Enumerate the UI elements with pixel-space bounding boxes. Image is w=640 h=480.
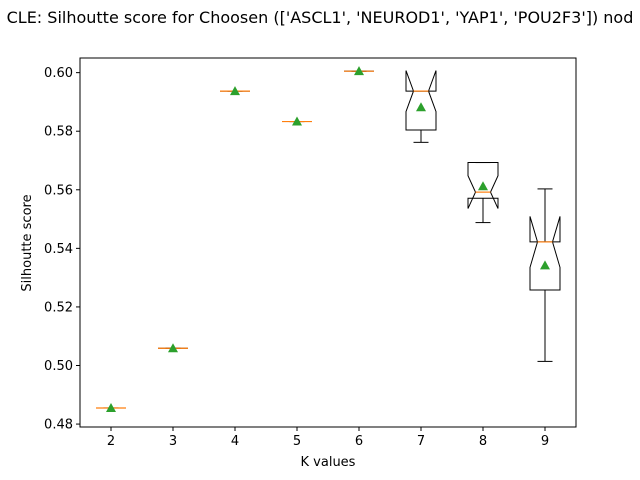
y-axis-label: Silhoutte score [20, 194, 35, 291]
y-tick-label: 0.60 [44, 66, 73, 81]
x-tick-label: 6 [355, 434, 363, 449]
x-tick-label: 9 [541, 434, 549, 449]
box-body [405, 70, 437, 131]
box-body [467, 162, 499, 209]
x-tick-label: 7 [417, 434, 425, 449]
mean-marker [106, 402, 116, 412]
y-tick-label: 0.52 [44, 300, 73, 315]
chart-title: CLE: Silhoutte score for Choosen (['ASCL… [7, 8, 634, 27]
x-tick-label: 3 [169, 434, 177, 449]
box-k6 [344, 66, 374, 76]
y-tick-label: 0.56 [44, 183, 73, 198]
mean-marker [354, 66, 364, 76]
x-tick-label: 8 [479, 434, 487, 449]
mean-marker [292, 116, 302, 126]
box-k3 [158, 343, 188, 353]
mean-marker [478, 181, 488, 191]
plot-frame [79, 57, 577, 428]
x-axis-label: K values [301, 455, 356, 470]
box-k5 [282, 116, 312, 126]
box-k4 [220, 86, 250, 96]
y-tick-label: 0.54 [44, 242, 73, 257]
y-tick-label: 0.58 [44, 125, 73, 140]
mean-marker [540, 260, 550, 270]
y-tick-label: 0.48 [44, 418, 73, 433]
plot-area [96, 66, 561, 412]
mean-marker [416, 102, 426, 112]
y-tick-label: 0.50 [44, 359, 73, 374]
box-k7 [405, 70, 437, 143]
axes: 2 3 4 5 6 7 8 9 0.48 0.50 0.52 0.54 0.56 0.58 0.60 [44, 57, 577, 449]
x-tick-label: 4 [231, 434, 239, 449]
box-k2 [96, 402, 126, 412]
x-tick-label: 5 [293, 434, 301, 449]
mean-marker [168, 343, 178, 353]
box-k8 [467, 162, 499, 224]
x-tick-label: 2 [107, 434, 115, 449]
box-k9 [529, 188, 561, 362]
mean-marker [230, 86, 240, 96]
box-body [529, 216, 561, 291]
